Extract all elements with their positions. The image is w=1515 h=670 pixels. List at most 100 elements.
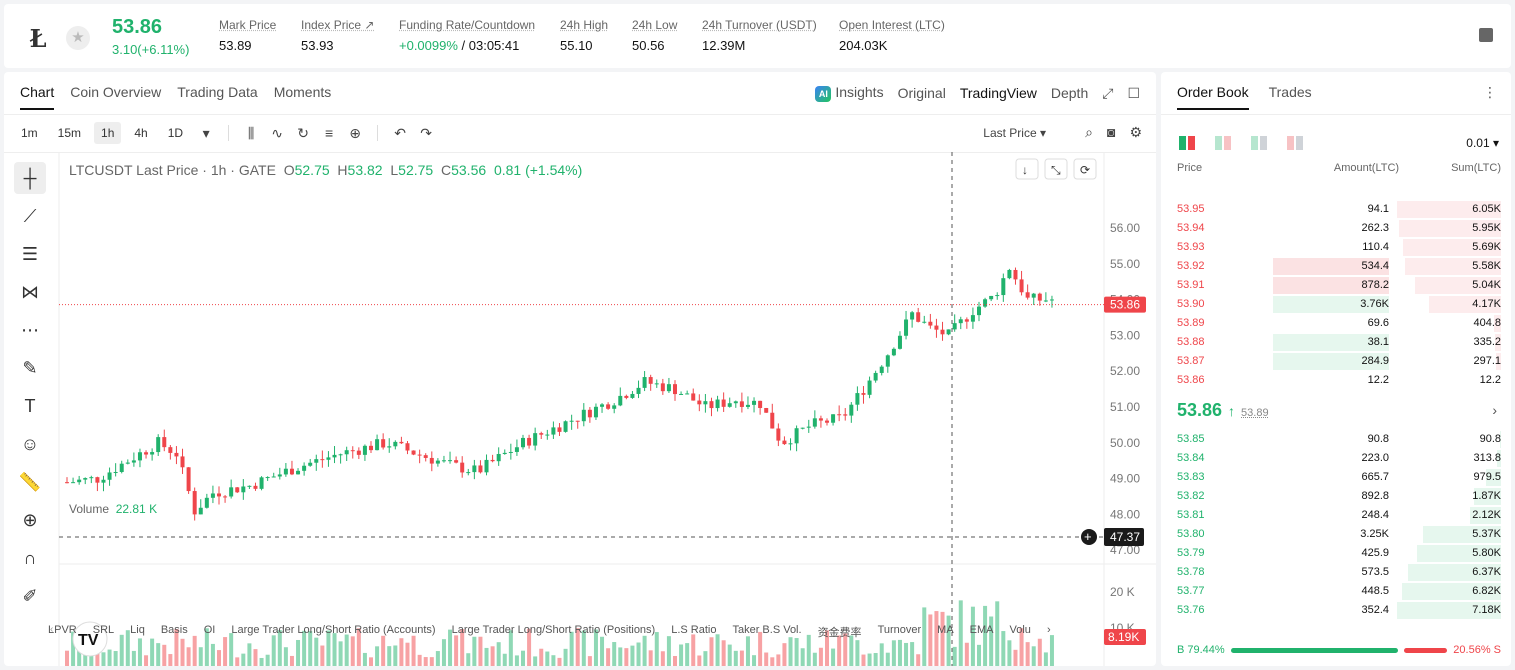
indicator-0[interactable]: LPVR <box>48 624 77 636</box>
sum: 6.82K <box>1472 585 1501 597</box>
tf-1m[interactable]: 1m <box>21 126 38 140</box>
undo-icon[interactable]: ↶ <box>394 124 406 141</box>
indicators-icon[interactable]: ∿ <box>271 124 283 141</box>
candlestick-chart[interactable]: 56.0055.0054.0053.0052.0051.0050.0049.00… <box>4 152 1156 666</box>
indicator-6[interactable]: Large Trader Long/Short Ratio (Positions… <box>451 624 656 636</box>
ask-row[interactable]: 53.91 878.2 5.04K <box>1177 276 1501 295</box>
volume-bar <box>904 642 909 666</box>
indicator-3[interactable]: Basis <box>160 624 188 636</box>
search-icon[interactable]: ⌕ <box>1085 124 1093 140</box>
ruler-icon[interactable]: 📏 <box>18 471 42 492</box>
tab-trading-data[interactable]: Trading Data <box>177 84 258 100</box>
stat-mark-price[interactable]: Mark Price 53.89 <box>219 18 277 53</box>
tf-1h[interactable]: 1h <box>94 122 122 144</box>
chevron-down-icon[interactable]: ▾ <box>202 124 210 141</box>
template-icon[interactable]: ≡ <box>324 125 334 141</box>
add-alert-icon[interactable]: ⊕ <box>349 124 361 141</box>
indicator-13[interactable]: Volu <box>1009 624 1031 636</box>
bookmark-icon[interactable] <box>1479 28 1493 42</box>
bid-row[interactable]: 53.84 223.0 313.8 <box>1177 449 1501 468</box>
gear-icon[interactable]: ⚙ <box>1129 124 1142 140</box>
ask-row[interactable]: 53.87 284.9 297.1 <box>1177 352 1501 371</box>
pattern-icon[interactable]: ⋈ <box>21 281 39 302</box>
sum: 5.04K <box>1472 279 1501 291</box>
window-icon[interactable]: ☐ <box>1127 84 1140 101</box>
chevron-right-icon[interactable]: › <box>1492 402 1497 418</box>
ask-row[interactable]: 53.89 69.6 404.8 <box>1177 314 1501 333</box>
tab-coin-overview[interactable]: Coin Overview <box>70 84 162 100</box>
sell-only-icon[interactable] <box>1287 136 1303 150</box>
tab-moments[interactable]: Moments <box>273 84 332 100</box>
volume-bar <box>539 648 544 666</box>
bid-row[interactable]: 53.85 90.8 90.8 <box>1177 430 1501 449</box>
camera-icon[interactable]: ◙ <box>1106 124 1116 140</box>
indicator-1[interactable]: SRL <box>92 624 115 636</box>
bid-row[interactable]: 53.82 892.8 1.87K <box>1177 487 1501 506</box>
indicator-7[interactable]: L.S Ratio <box>671 624 717 636</box>
magnet-icon[interactable]: ∩ <box>23 547 37 568</box>
trend-line-icon[interactable]: ⟋ <box>23 205 37 226</box>
bid-row[interactable]: 53.81 248.4 2.12K <box>1177 506 1501 525</box>
tf-4h[interactable]: 4h <box>134 126 148 140</box>
bid-row[interactable]: 53.78 573.5 6.37K <box>1177 563 1501 582</box>
ask-row[interactable]: 53.92 534.4 5.58K <box>1177 257 1501 276</box>
candle-body <box>715 399 720 409</box>
bid-row[interactable]: 53.77 448.5 6.82K <box>1177 582 1501 601</box>
asks-only-icon[interactable] <box>1215 136 1231 150</box>
tab-order-book[interactable]: Order Book <box>1177 84 1249 110</box>
bid-row[interactable]: 53.80 3.25K 5.37K <box>1177 525 1501 544</box>
expand-icon[interactable]: ⤢ <box>1102 84 1114 101</box>
indicator-2[interactable]: Liq <box>130 624 145 636</box>
both-sides-icon[interactable] <box>1179 136 1195 150</box>
candle-body <box>806 426 811 428</box>
indicator-12[interactable]: EMA <box>969 624 994 636</box>
crosshair-icon[interactable]: ┼ <box>14 162 46 194</box>
ask-row[interactable]: 53.90 3.76K 4.17K <box>1177 295 1501 314</box>
tab-insights[interactable]: AI Insights <box>815 84 884 102</box>
last-price-select[interactable]: Last Price ▾ <box>983 126 1046 140</box>
pencil-lock-icon[interactable]: ✐ <box>22 585 38 606</box>
favorite-star-icon[interactable]: ★ <box>66 26 90 50</box>
crosshair-price: 47.37 <box>1110 530 1140 544</box>
tab-original[interactable]: Original <box>897 85 946 101</box>
chevron-right-icon[interactable]: › <box>1046 624 1051 636</box>
bids-only-icon[interactable] <box>1251 136 1267 150</box>
tf-15m[interactable]: 15m <box>57 126 82 140</box>
tf-1d[interactable]: 1D <box>167 126 184 140</box>
ask-row[interactable]: 53.93 110.4 5.69K <box>1177 238 1501 257</box>
bid-row[interactable]: 53.79 425.9 5.80K <box>1177 544 1501 563</box>
stat-funding-rate[interactable]: Funding Rate/Countdown +0.0099% / 03:05:4… <box>399 18 536 53</box>
ask-row[interactable]: 53.94 262.3 5.95K <box>1177 219 1501 238</box>
text-icon[interactable]: T <box>24 395 36 416</box>
tab-tradingview[interactable]: TradingView <box>959 85 1037 101</box>
indicator-9[interactable]: 资金费率 <box>817 627 862 639</box>
more-icon[interactable]: ⋮ <box>1483 84 1497 100</box>
tab-chart[interactable]: Chart <box>20 84 55 110</box>
stat-24h-high: 24h High 55.10 <box>560 18 609 53</box>
zoom-in-icon[interactable]: ⊕ <box>22 509 38 530</box>
tab-depth[interactable]: Depth <box>1050 85 1089 101</box>
volume-bar <box>223 637 228 666</box>
indicator-10[interactable]: Turnover <box>877 624 922 636</box>
bid-row[interactable]: 53.83 665.7 979.5 <box>1177 468 1501 487</box>
emoji-icon[interactable]: ☺ <box>20 433 40 454</box>
ask-row[interactable]: 53.86 12.2 12.2 <box>1177 371 1501 390</box>
replay-icon[interactable]: ↻ <box>297 124 309 141</box>
volume-bar <box>703 651 708 666</box>
candle-body <box>150 452 155 455</box>
brush-icon[interactable]: ✎ <box>22 357 38 378</box>
indicator-8[interactable]: Taker B.S Vol. <box>732 624 802 636</box>
bid-row[interactable]: 53.76 352.4 7.18K <box>1177 601 1501 620</box>
ask-row[interactable]: 53.95 94.1 6.05K <box>1177 200 1501 219</box>
indicator-4[interactable]: OI <box>203 624 216 636</box>
tab-trades[interactable]: Trades <box>1268 84 1312 100</box>
redo-icon[interactable]: ↷ <box>420 124 432 141</box>
fib-icon[interactable]: ☰ <box>21 243 39 264</box>
ask-row[interactable]: 53.88 38.1 335.2 <box>1177 333 1501 352</box>
candlestick-icon[interactable]: ⫼ <box>247 124 255 141</box>
indicator-11[interactable]: MA <box>937 624 954 636</box>
projection-icon[interactable]: ⋯ <box>21 319 39 340</box>
indicator-5[interactable]: Large Trader Long/Short Ratio (Accounts) <box>231 624 436 636</box>
precision-select[interactable]: 0.01 ▾ <box>1466 136 1499 150</box>
stat-index-price[interactable]: Index Price ↗ 53.93 <box>301 18 375 53</box>
